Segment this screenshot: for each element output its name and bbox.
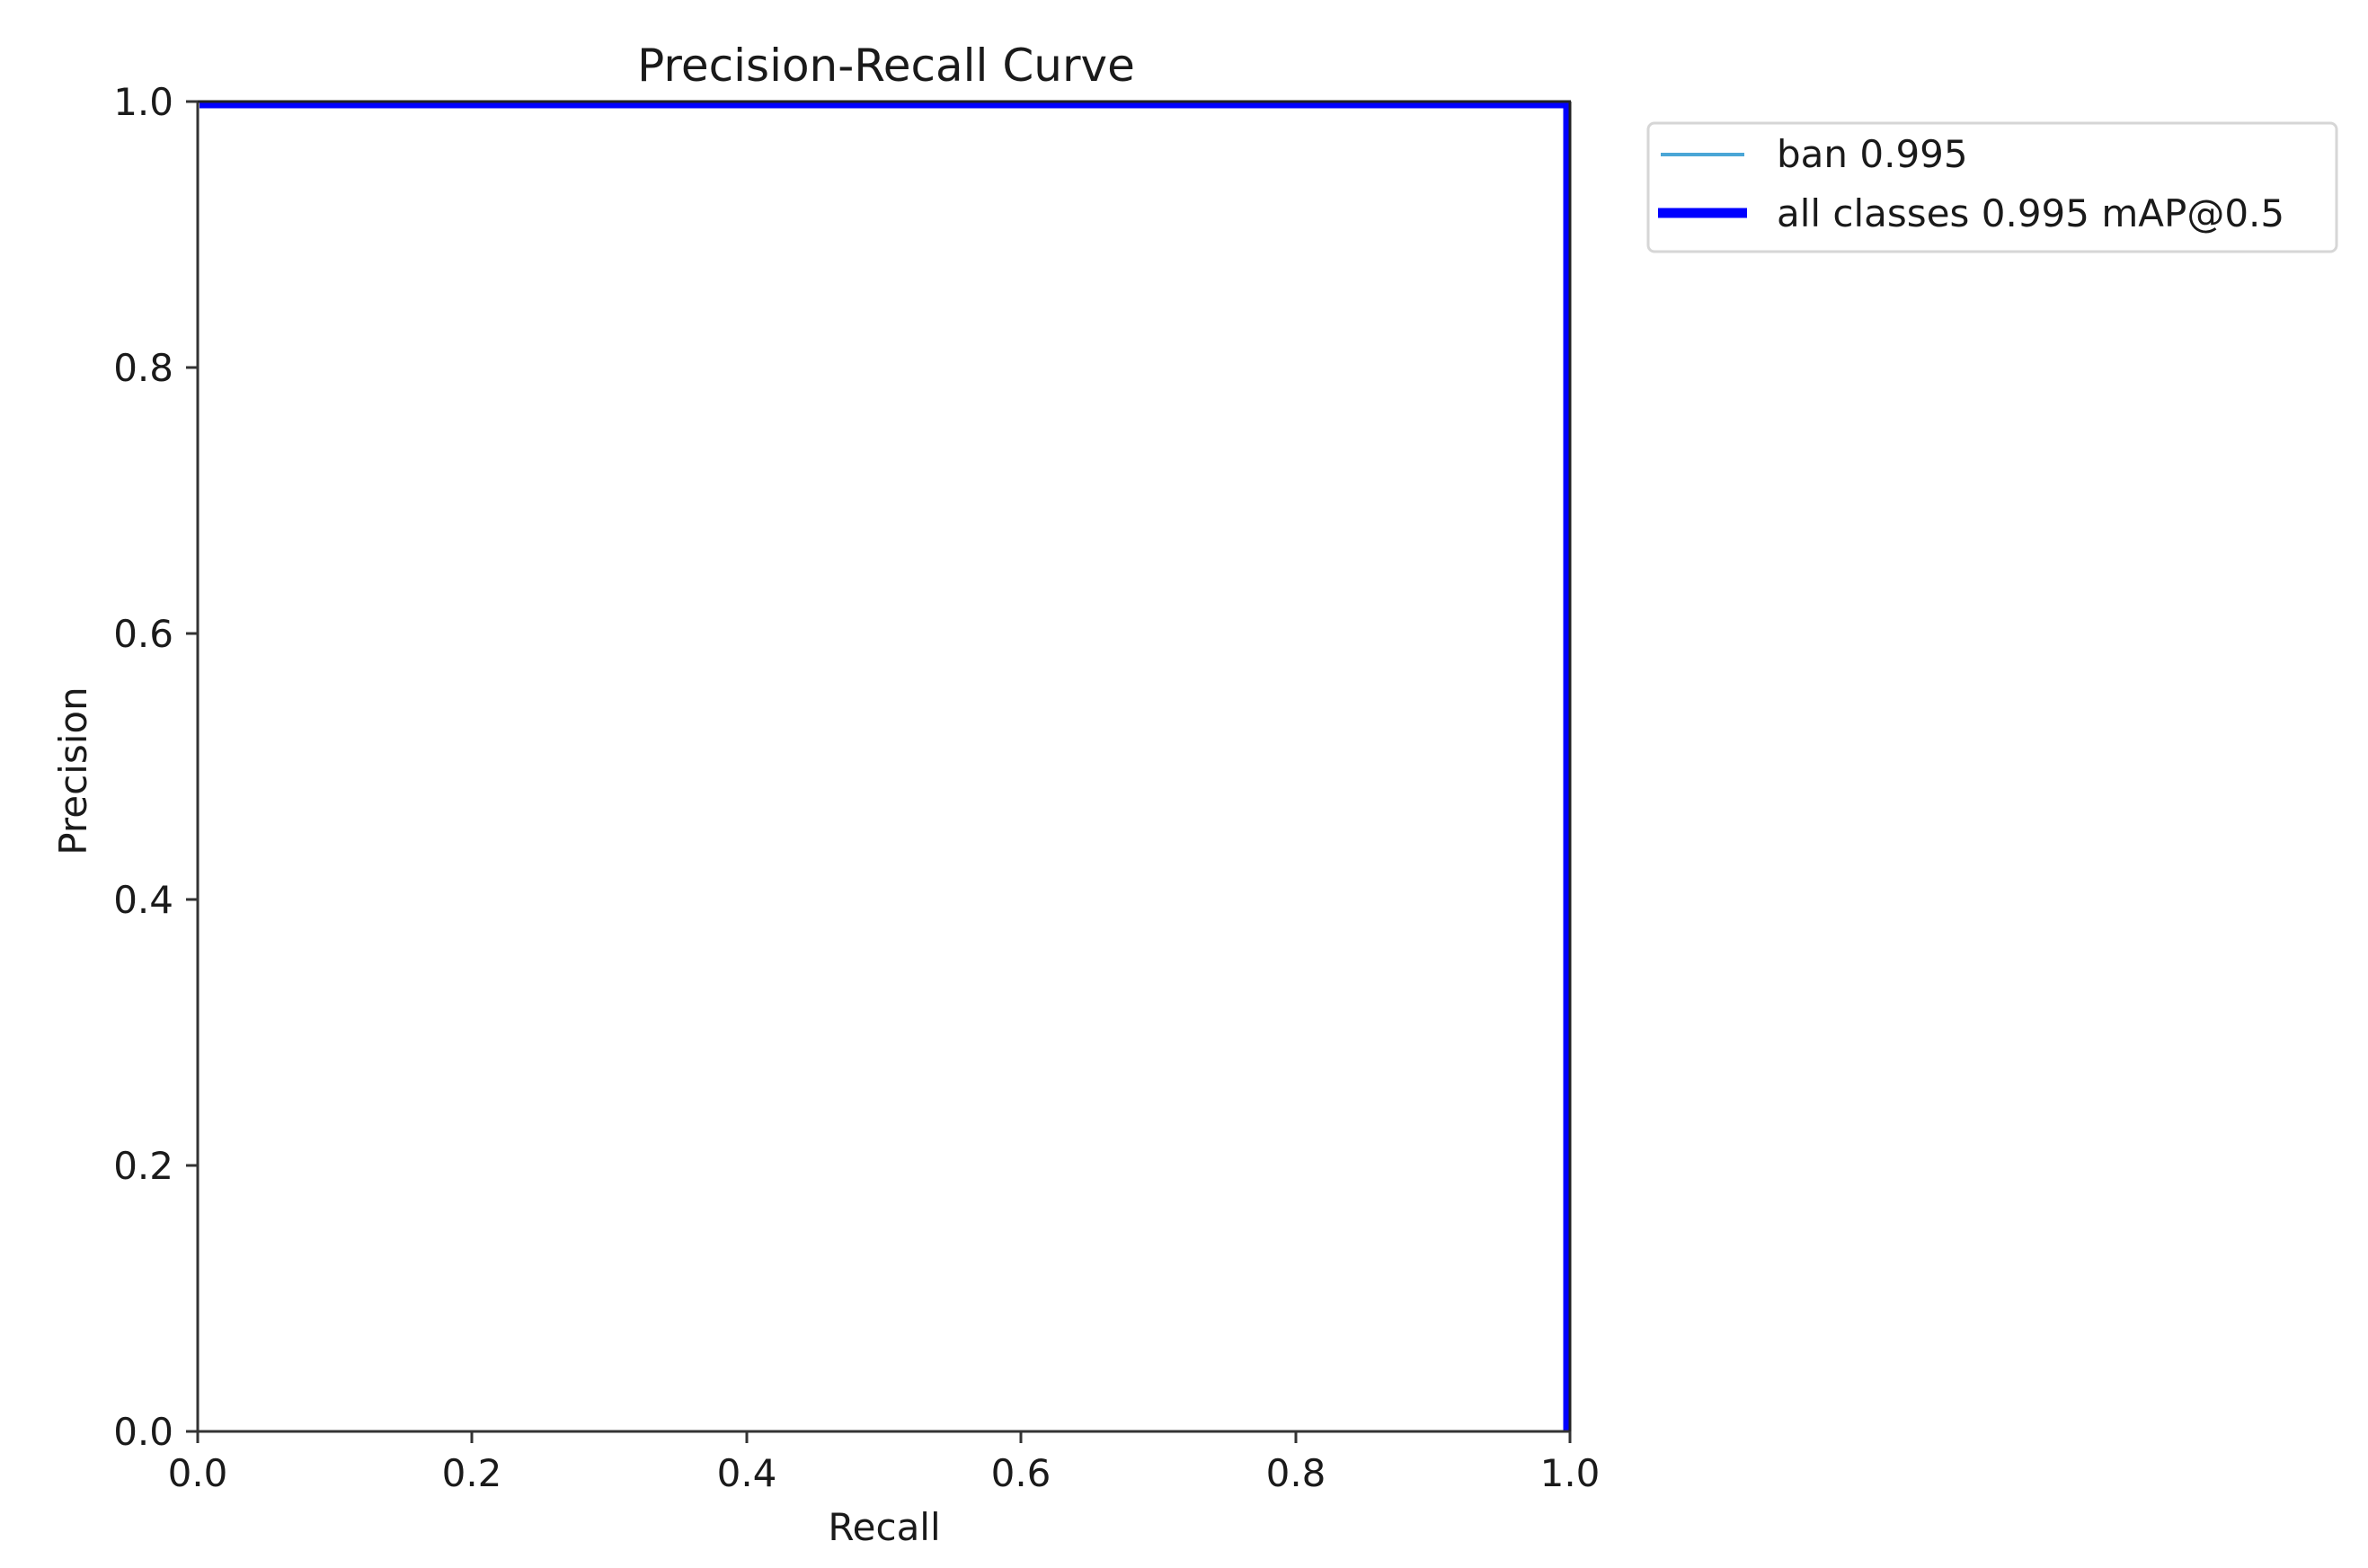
legend-item-ban: ban 0.995 bbox=[1661, 132, 1968, 176]
series-all-classes-line bbox=[200, 102, 1570, 1431]
x-tick-label: 0.4 bbox=[717, 1451, 777, 1495]
plot-area bbox=[196, 100, 1572, 1433]
legend-item-all-classes: all classes 0.995 mAP@0.5 bbox=[1658, 191, 2284, 235]
x-axis-label: Recall bbox=[828, 1505, 940, 1549]
legend-box bbox=[1646, 121, 2338, 253]
y-tick-label: 1.0 bbox=[113, 80, 173, 124]
legend: ban 0.995 all classes 0.995 mAP@0.5 bbox=[1646, 121, 2338, 253]
legend-label: all classes 0.995 mAP@0.5 bbox=[1777, 191, 2284, 235]
y-tick-label: 0.6 bbox=[113, 612, 173, 656]
y-tick-label: 0.4 bbox=[113, 878, 173, 922]
x-axis: 0.0 0.2 0.4 0.6 0.8 1.0 Recall bbox=[168, 1431, 1601, 1549]
x-tick-label: 0.8 bbox=[1266, 1451, 1326, 1495]
x-tick-label: 0.6 bbox=[991, 1451, 1051, 1495]
plot-background bbox=[198, 102, 1570, 1431]
y-axis: 0.0 0.2 0.4 0.6 0.8 1.0 Precision bbox=[51, 80, 198, 1454]
x-tick-label: 1.0 bbox=[1540, 1451, 1601, 1495]
x-tick-label: 0.2 bbox=[442, 1451, 502, 1495]
y-tick-label: 0.0 bbox=[113, 1410, 173, 1454]
x-tick-label: 0.0 bbox=[168, 1451, 228, 1495]
legend-label: ban 0.995 bbox=[1777, 132, 1968, 176]
chart-title: Precision-Recall Curve bbox=[637, 40, 1135, 92]
y-tick-label: 0.2 bbox=[113, 1144, 173, 1188]
y-axis-label: Precision bbox=[51, 687, 95, 855]
y-tick-label: 0.8 bbox=[113, 346, 173, 390]
